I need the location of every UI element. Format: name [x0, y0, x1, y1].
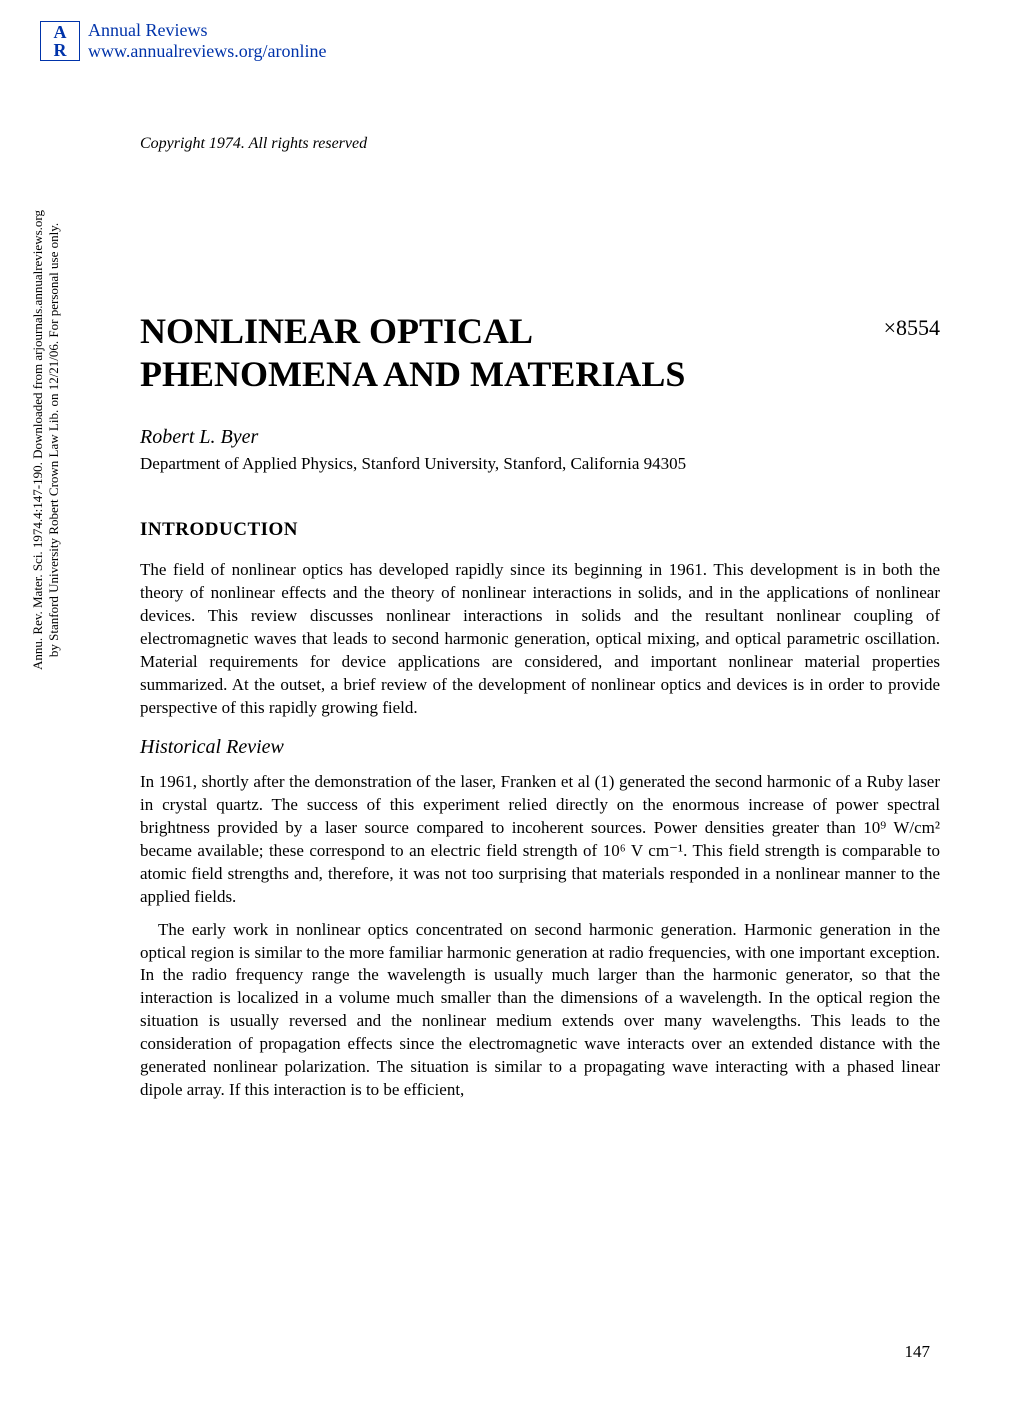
page-number: 147 [905, 1342, 931, 1362]
logo-letter-a: A [54, 23, 67, 41]
publisher-url-link[interactable]: www.annualreviews.org/aronline [88, 41, 326, 62]
historical-paragraph-1: In 1961, shortly after the demonstration… [140, 771, 940, 909]
historical-paragraph-2: The early work in nonlinear optics conce… [140, 919, 940, 1103]
download-attribution-sidebar: Annu. Rev. Mater. Sci. 1974.4:147-190. D… [30, 160, 62, 720]
intro-paragraph: The field of nonlinear optics has develo… [140, 559, 940, 720]
annual-reviews-logo-icon: A R [40, 21, 80, 61]
publisher-name: Annual Reviews [88, 20, 326, 41]
sidebar-usage-line: by Stanford University Robert Crown Law … [46, 160, 62, 720]
logo-letter-r: R [54, 41, 67, 59]
sidebar-citation-line: Annu. Rev. Mater. Sci. 1974.4:147-190. D… [30, 160, 46, 720]
article-title: NONLINEAR OPTICAL PHENOMENA AND MATERIAL… [140, 310, 940, 396]
title-line-1: NONLINEAR OPTICAL [140, 311, 533, 351]
main-content: NONLINEAR OPTICAL PHENOMENA AND MATERIAL… [140, 310, 940, 1112]
section-heading-introduction: INTRODUCTION [140, 519, 940, 541]
header-bar: A R Annual Reviews www.annualreviews.org… [40, 20, 326, 62]
copyright-notice: Copyright 1974. All rights reserved [140, 135, 367, 153]
author-name: Robert L. Byer [140, 426, 940, 449]
author-affiliation: Department of Applied Physics, Stanford … [140, 454, 940, 474]
title-line-2: PHENOMENA AND MATERIALS [140, 354, 685, 394]
header-text-block: Annual Reviews www.annualreviews.org/aro… [88, 20, 326, 62]
subsection-heading-historical: Historical Review [140, 736, 940, 759]
